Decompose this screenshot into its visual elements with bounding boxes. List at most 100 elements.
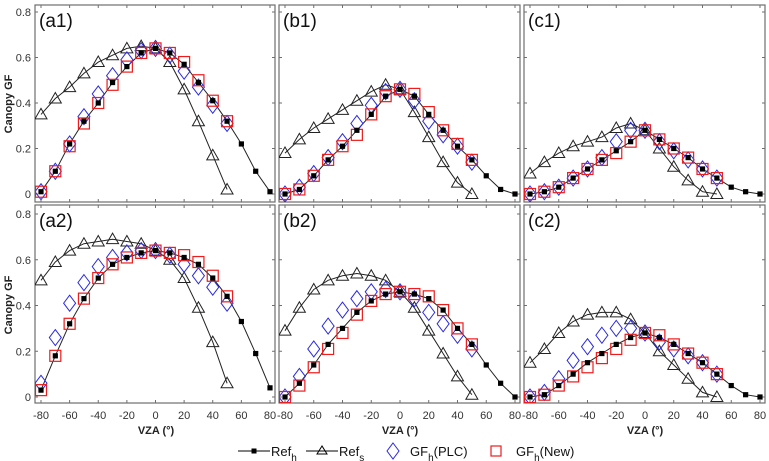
gf-new-marker bbox=[120, 60, 133, 73]
gf-new-marker bbox=[595, 153, 608, 166]
gf-plc-marker bbox=[595, 326, 609, 345]
plot-area bbox=[279, 77, 518, 202]
panel-frame bbox=[34, 204, 276, 404]
gf-new-marker bbox=[682, 151, 695, 164]
ref-h-marker bbox=[570, 371, 576, 377]
ref-h-marker bbox=[728, 184, 734, 190]
ref-s-marker bbox=[450, 175, 465, 188]
ref-s-marker bbox=[91, 55, 106, 68]
gf-new-marker bbox=[63, 317, 76, 330]
gf-plc-marker bbox=[450, 137, 465, 156]
ref-s-marker bbox=[566, 314, 580, 327]
gf-new-marker bbox=[451, 137, 464, 151]
gf-plc-marker bbox=[652, 132, 666, 151]
legend-label-gf_new: GFh(New) bbox=[516, 444, 574, 461]
gf-new-marker bbox=[667, 338, 680, 351]
x-tick-label: -40 bbox=[580, 410, 596, 422]
y-tick-label: 0.2 bbox=[16, 144, 31, 156]
gf-plc-marker bbox=[335, 132, 350, 151]
ref-h-marker bbox=[95, 100, 101, 106]
y-tick-label: 0 bbox=[25, 189, 31, 201]
ref-s-marker bbox=[364, 268, 379, 281]
ref-s-marker bbox=[177, 271, 191, 284]
ref-h-marker bbox=[440, 127, 446, 133]
ref-h-marker bbox=[527, 191, 533, 197]
ref-s-marker bbox=[666, 357, 681, 370]
gf-new-marker bbox=[538, 185, 551, 198]
gf-plc-marker bbox=[580, 337, 595, 356]
ref-s-marker bbox=[279, 146, 292, 159]
y-tick-label: 0.6 bbox=[16, 255, 31, 267]
ref-h-marker bbox=[397, 86, 403, 92]
gf-plc-marker bbox=[163, 246, 177, 265]
ref-h-marker bbox=[642, 127, 648, 133]
gf-plc-marker bbox=[91, 257, 105, 276]
x-tick-label: 0 bbox=[397, 410, 403, 422]
panel-frame bbox=[523, 204, 766, 404]
gf-plc-marker bbox=[465, 340, 479, 358]
ref-h-marker bbox=[671, 341, 677, 347]
ref-s-marker bbox=[393, 82, 407, 95]
ref-s-marker bbox=[652, 344, 667, 357]
gf-plc-marker bbox=[609, 319, 623, 338]
gf-new-marker bbox=[451, 322, 464, 335]
ref-h-marker bbox=[411, 291, 417, 297]
panel-label: (a2) bbox=[39, 211, 73, 232]
ref-s-marker bbox=[623, 116, 638, 129]
ref-h-marker bbox=[124, 64, 130, 70]
gf-plc-marker bbox=[580, 160, 595, 178]
gf-new-marker bbox=[350, 308, 363, 321]
x-axis-label-a: VZA (°) bbox=[138, 425, 175, 437]
panel-a2: -80 -60 -40 -20 0 20 40 60 80 0 0.2 0.4 0.6 0.8 (a2) bbox=[16, 204, 276, 422]
ref-s-marker bbox=[105, 232, 120, 245]
ref-h-marker bbox=[267, 189, 273, 195]
ref-h-marker bbox=[224, 118, 230, 124]
ref-s-marker bbox=[421, 323, 436, 336]
gf-new-marker bbox=[135, 246, 148, 259]
ref-s-marker bbox=[537, 341, 552, 354]
gf-plc-marker bbox=[35, 182, 48, 201]
ref-h-marker bbox=[253, 168, 259, 174]
panel-c1: (c1) bbox=[523, 4, 766, 203]
ref-h-marker bbox=[527, 394, 533, 400]
x-tick-label: 60 bbox=[480, 410, 492, 422]
ref-h-marker bbox=[599, 350, 605, 357]
gf-new-marker bbox=[638, 124, 652, 137]
gf-new-marker bbox=[682, 347, 695, 360]
gf-new-marker bbox=[178, 249, 191, 262]
x-tick-label: 80 bbox=[509, 410, 521, 422]
gf-plc-marker bbox=[163, 46, 177, 65]
gf-new-marker bbox=[422, 105, 435, 119]
ref-s-marker bbox=[335, 102, 350, 115]
ref-s-marker bbox=[566, 139, 580, 152]
ref-s-marker bbox=[710, 389, 724, 402]
ref-h-marker bbox=[138, 50, 144, 56]
ref-s-marker bbox=[148, 243, 163, 256]
ref-s-marker bbox=[378, 273, 393, 286]
ref-h-marker bbox=[440, 307, 446, 313]
ref-s-marker bbox=[48, 255, 63, 268]
gf-new-marker bbox=[322, 153, 335, 166]
ref-h-marker bbox=[512, 394, 518, 400]
ref-h-marker bbox=[699, 360, 706, 366]
gf-plc-marker bbox=[321, 317, 335, 335]
gf-new-marker bbox=[437, 124, 450, 137]
gf-new-marker bbox=[307, 361, 320, 374]
y-tick-label: 0.8 bbox=[16, 209, 31, 221]
y-tick-label: 0.2 bbox=[16, 346, 31, 358]
y-axis-label-top: Canopy GF bbox=[3, 74, 15, 133]
ref-h-marker bbox=[714, 175, 720, 181]
gf-plc-marker bbox=[710, 169, 724, 187]
ref-s-marker bbox=[465, 387, 479, 400]
panels-group: 0 0.2 0.4 0.6 0.8 (a1) (b1) (c1) -80 -60 -40 -20 0 20… bbox=[16, 4, 766, 422]
ref-h-marker bbox=[38, 189, 44, 195]
x-axis-label-c: VZA (°) bbox=[627, 425, 664, 437]
x-tick-label: 40 bbox=[451, 410, 463, 422]
gf-new-marker bbox=[365, 108, 378, 121]
gf-plc-marker bbox=[191, 78, 206, 96]
ref-h-marker bbox=[368, 298, 374, 304]
ref-h-marker bbox=[325, 157, 331, 163]
gf-new-marker bbox=[624, 333, 637, 346]
panel-frame bbox=[523, 4, 766, 203]
ref-h-marker bbox=[181, 61, 187, 67]
